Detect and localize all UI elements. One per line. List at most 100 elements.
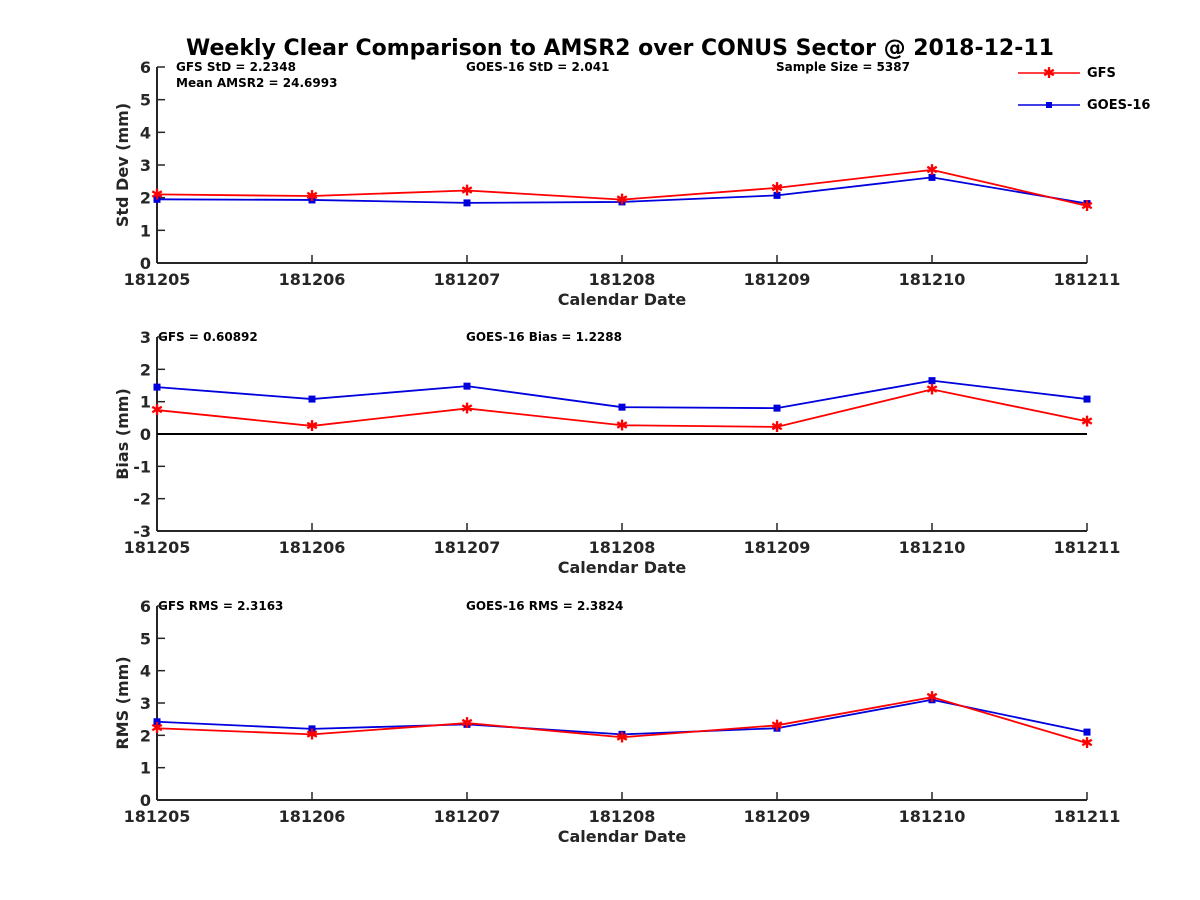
legend-goes-label: GOES-16 [1087,98,1150,113]
std-dev-goes-16-point [308,196,316,204]
rms-x-tick-label: 181210 [899,807,966,826]
rms-goes-16-point [773,724,781,732]
rms-x-tick-label: 181207 [434,807,501,826]
rms-gfs-series-line [156,696,1088,744]
std-dev-y-axis-label: Std Dev (mm) [113,103,132,227]
bias-x-axis-label: Calendar Date [558,558,687,577]
rms-gfs-point: ✱ [616,728,629,746]
rms-goes-16-point [463,720,471,728]
bias-goes-16-point [308,395,316,403]
bias-goes-16-point [153,383,161,391]
rms-goes-16-point [618,730,626,738]
std-dev-goes-16-point [153,195,161,203]
goes-rms-annotation: GOES-16 RMS = 2.3824 [466,599,623,613]
bias-x-tick-label: 181209 [744,538,811,557]
bias-panel: GFS = 0.60892 GOES-16 Bias = 1.2288 -3 -2… [113,328,1120,577]
rms-gfs-point: ✱ [1081,734,1094,752]
rms-y-tick-label: 2 [140,726,151,745]
legend-gfs-marker: ✱ [1043,64,1056,82]
gfs-std-annotation: GFS StD = 2.2348 [176,60,296,74]
mean-amsr2-annotation: Mean AMSR2 = 24.6993 [176,76,337,90]
bias-gfs-point: ✱ [771,418,784,436]
legend-gfs-label: GFS [1087,66,1116,81]
bias-x-tick-label: 181208 [589,538,656,557]
rms-gfs-point: ✱ [771,716,784,734]
bias-x-tick-label: 181205 [124,538,191,557]
bias-y-tick-label: -3 [133,522,151,541]
bias-gfs-point: ✱ [926,380,939,398]
std-dev-gfs-point: ✱ [306,187,319,205]
std-dev-x-tick-label: 181205 [124,270,191,289]
bias-goes-16-point [618,403,626,411]
std-dev-y-tick-label: 6 [140,58,151,77]
rms-gfs-point: ✱ [151,719,164,737]
std-dev-gfs-point: ✱ [616,191,629,209]
std-dev-gfs-point: ✱ [771,179,784,197]
rms-goes-16-point [153,718,161,726]
rms-goes-16-point [1083,728,1091,736]
rms-gfs-point: ✱ [306,725,319,743]
chart-title: Weekly Clear Comparison to AMSR2 over CO… [186,36,1054,61]
legend-goes-marker [1046,102,1052,108]
rms-y-tick-label: 6 [140,597,151,616]
bias-x-tick-label: 181207 [434,538,501,557]
bias-x-tick-label: 181210 [899,538,966,557]
rms-gfs-point: ✱ [461,714,474,732]
bias-gfs-point: ✱ [461,399,474,417]
bias-goes-16-point [928,377,936,385]
sample-size-annotation: Sample Size = 5387 [776,60,910,74]
std-dev-gfs-series-line [156,168,1088,207]
std-dev-gfs-point: ✱ [461,181,474,199]
rms-gfs-point: ✱ [926,688,939,706]
rms-x-tick-label: 181208 [589,807,656,826]
rms-y-tick-label: 5 [140,629,151,648]
std-dev-goes-16-point [463,199,471,207]
std-dev-x-tick-label: 181211 [1054,270,1121,289]
std-dev-panel: GFS StD = 2.2348 Mean AMSR2 = 24.6993 GO… [113,58,1120,309]
bias-gfs-point: ✱ [306,417,319,435]
bias-y-tick-label: 1 [140,393,151,412]
rms-y-tick-label: 4 [140,662,151,681]
gfs-rms-annotation: GFS RMS = 2.3163 [158,599,283,613]
bias-gfs-series-line [156,388,1088,428]
bias-gfs-point: ✱ [151,401,164,419]
std-dev-gfs-point: ✱ [1081,197,1094,215]
rms-x-tick-label: 181206 [279,807,346,826]
legend: ✱ GFS GOES-16 [1018,64,1150,113]
std-dev-x-tick-label: 181206 [279,270,346,289]
bias-y-tick-label: 2 [140,360,151,379]
rms-goes-16-point [308,725,316,733]
std-dev-goes-16-point [773,191,781,199]
bias-y-axis-label: Bias (mm) [113,388,132,480]
std-dev-x-tick-label: 181208 [589,270,656,289]
std-dev-y-tick-label: 1 [140,221,151,240]
rms-panel: GFS RMS = 2.3163 GOES-16 RMS = 2.3824 01… [113,597,1120,846]
std-dev-goes-16-point [928,173,936,181]
goes-std-annotation: GOES-16 StD = 2.041 [466,60,609,74]
rms-y-tick-label: 3 [140,694,151,713]
bias-x-tick-label: 181206 [279,538,346,557]
rms-y-tick-label: 1 [140,759,151,778]
bias-y-tick-label: -2 [133,490,151,509]
std-dev-x-axis-label: Calendar Date [558,290,687,309]
rms-x-axis-label: Calendar Date [558,827,687,846]
rms-goes-16-point [928,696,936,704]
bias-gfs-point: ✱ [616,416,629,434]
std-dev-goes-16-point [1083,200,1091,208]
std-dev-goes-16-point [618,198,626,206]
bias-goes-16-point [1083,395,1091,403]
std-dev-y-tick-label: 3 [140,156,151,175]
std-dev-y-tick-label: 5 [140,91,151,110]
bias-gfs-point: ✱ [1081,412,1094,430]
rms-x-tick-label: 181205 [124,807,191,826]
std-dev-x-tick-label: 181210 [899,270,966,289]
bias-goes-16-point [773,404,781,412]
std-dev-x-tick-label: 181207 [434,270,501,289]
rms-x-tick-label: 181209 [744,807,811,826]
goes-bias-annotation: GOES-16 Bias = 1.2288 [466,330,622,344]
bias-goes-16-point [463,382,471,390]
std-dev-gfs-point: ✱ [151,185,164,203]
std-dev-y-tick-label: 0 [140,254,151,273]
std-dev-gfs-point: ✱ [926,161,939,179]
